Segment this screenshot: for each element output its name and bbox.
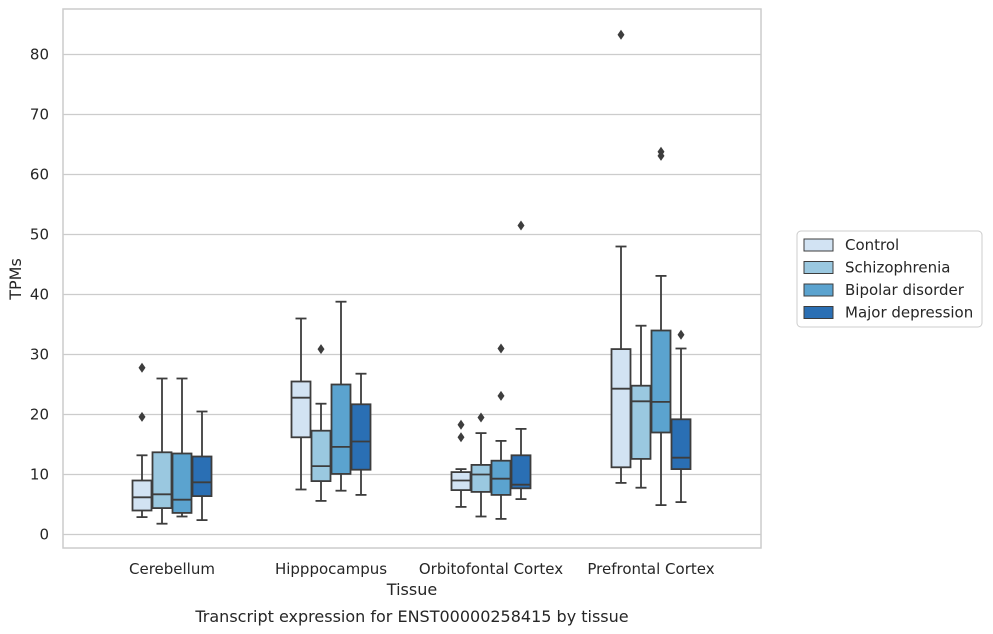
legend-items: Control Schizophrenia Bipolar disorder Majo… <box>803 236 973 322</box>
box-2-2 <box>490 343 512 520</box>
legend-frame <box>796 230 983 328</box>
legend-swatch <box>803 306 834 319</box>
figure-caption: Transcript expression for ENST0000025841… <box>194 607 628 626</box>
box-0-2 <box>171 377 193 518</box>
legend-swatch <box>803 283 834 297</box>
box-3-3 <box>670 329 692 504</box>
legend: Control Schizophrenia Bipolar disorder Majo… <box>796 230 983 328</box>
x-axis-title: Tissue <box>386 580 437 599</box>
box-1-0 <box>290 317 312 491</box>
y-tick-label: 10 <box>30 466 49 484</box>
box-body <box>650 329 672 434</box>
x-tick-label: Cerebellum <box>129 560 215 578</box>
x-tick-label: Prefrontal Cortex <box>587 560 714 578</box>
outlier-point <box>457 419 465 430</box>
box-0-3 <box>191 410 213 521</box>
y-tick-label: 70 <box>30 106 49 124</box>
box-body <box>330 383 352 475</box>
box-3-1 <box>630 324 652 489</box>
box-body <box>151 451 173 509</box>
outlier-point <box>517 220 525 231</box>
box-body <box>131 479 153 512</box>
y-tick-labels: 0 10 20 30 40 50 60 70 80 <box>30 46 49 544</box>
legend-swatch <box>803 238 834 252</box>
outlier-point <box>138 362 146 373</box>
y-tick-label: 20 <box>30 406 49 424</box>
outlier-point <box>457 432 465 443</box>
box-3-2 <box>650 146 672 507</box>
box-body <box>350 403 372 471</box>
outlier-point <box>677 329 685 340</box>
box-2-1 <box>470 412 492 518</box>
box-body <box>610 348 632 469</box>
y-tick-label: 80 <box>30 46 49 64</box>
outlier-point <box>477 412 485 423</box>
box-plot-marks <box>131 29 692 525</box>
outlier-point <box>617 29 625 40</box>
legend-swatch <box>803 261 834 274</box>
legend-label: Control <box>845 236 899 254</box>
box-1-1 <box>310 344 332 502</box>
box-body <box>470 463 492 493</box>
plot-frame <box>62 8 762 549</box>
y-tick-label: 60 <box>30 166 49 184</box>
y-axis-title: TPMs <box>6 258 25 301</box>
box-0-0 <box>131 362 153 518</box>
box-body <box>290 380 312 439</box>
box-2-3 <box>510 220 532 501</box>
outlier-point <box>317 344 325 355</box>
box-body <box>670 418 692 470</box>
y-tick-label: 50 <box>30 226 49 244</box>
box-1-3 <box>350 372 372 496</box>
box-body <box>510 454 532 490</box>
y-tick-label: 0 <box>39 526 49 544</box>
box-2-0 <box>450 419 472 508</box>
box-body <box>171 452 193 514</box>
legend-label: Schizophrenia <box>845 259 950 277</box>
outlier-point <box>657 146 665 157</box>
x-tick-labels: Cerebellum Hipppocampus Orbitofontal Corte… <box>129 560 715 578</box>
box-3-0 <box>610 29 632 484</box>
x-tick-label: Hipppocampus <box>275 560 387 578</box>
box-body <box>310 429 332 483</box>
x-tick-label: Orbitofontal Cortex <box>419 560 563 578</box>
outlier-point <box>497 390 505 401</box>
legend-label: Major depression <box>845 304 973 322</box>
box-1-2 <box>330 300 352 492</box>
legend-label: Bipolar disorder <box>845 281 965 299</box>
box-body <box>630 384 652 460</box>
box-body <box>191 455 213 497</box>
y-tick-label: 40 <box>30 286 49 304</box>
outlier-point <box>497 343 505 354</box>
box-0-1 <box>151 377 173 525</box>
outlier-point <box>138 411 146 422</box>
y-tick-label: 30 <box>30 346 49 364</box>
